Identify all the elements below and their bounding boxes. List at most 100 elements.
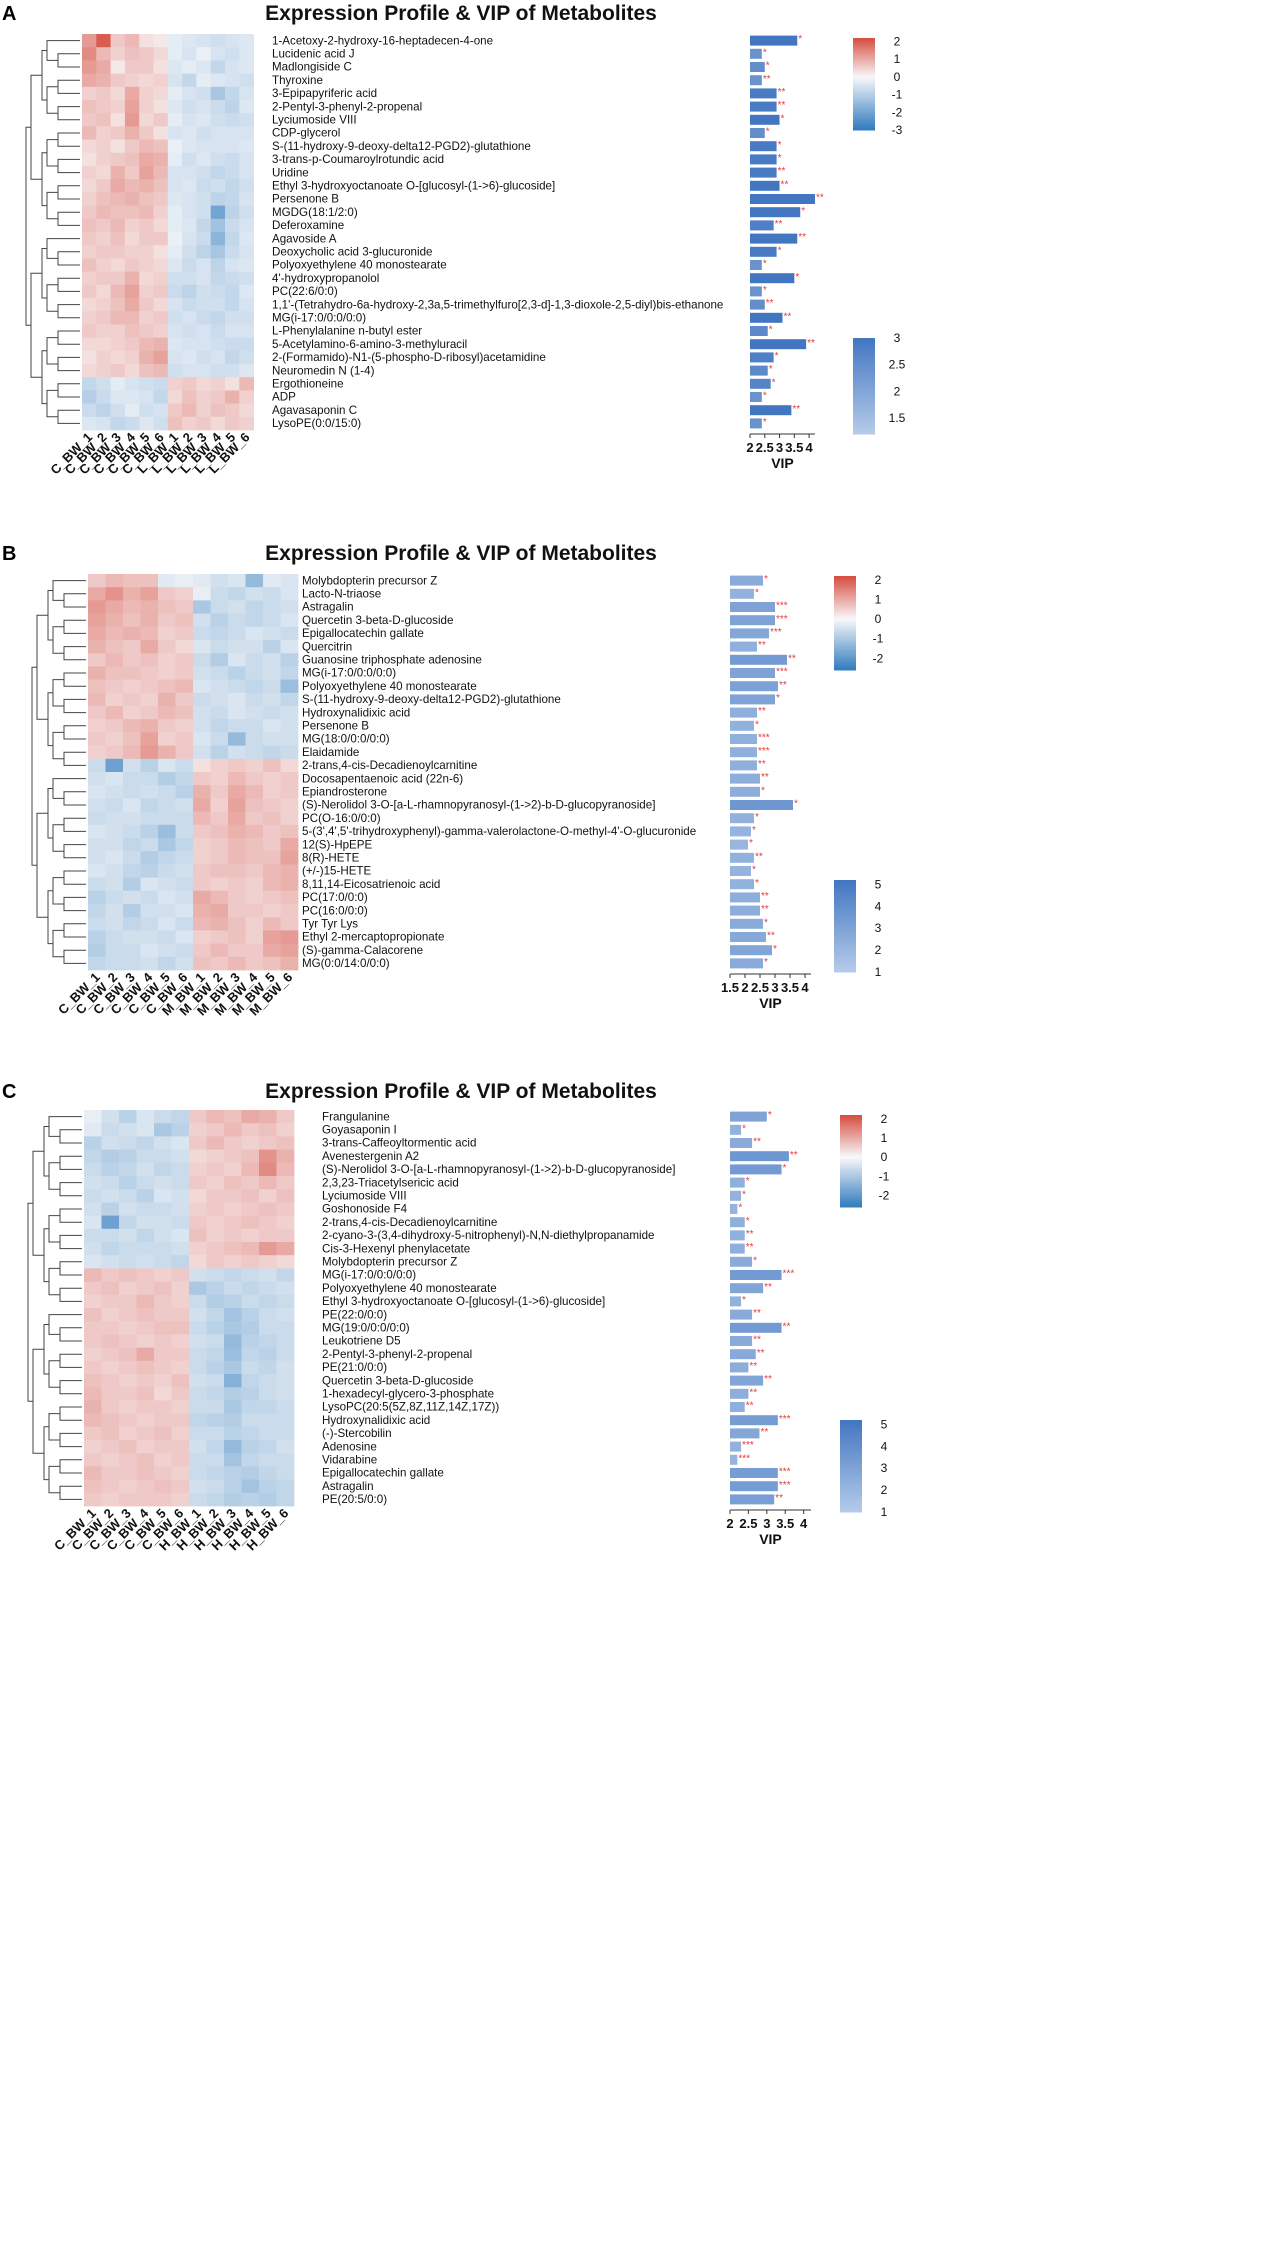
vip-tick-label: 2 xyxy=(741,980,748,995)
heat-colorbar: 210-1-2 xyxy=(834,573,884,671)
heatmap-cell xyxy=(280,640,299,654)
heatmap-cell xyxy=(136,1479,155,1494)
heatmap-cell xyxy=(167,86,183,101)
row-label: (-)-Stercobilin xyxy=(322,1427,392,1440)
heatmap-cell xyxy=(193,653,211,667)
heatmap-cell xyxy=(206,1268,225,1282)
panel-label: C xyxy=(2,1081,16,1103)
heatmap-cell xyxy=(110,377,126,391)
heatmap-cell xyxy=(171,1400,190,1414)
heat-colorbar-segment xyxy=(853,38,875,41)
vip-colorbar-label: 4 xyxy=(875,899,882,913)
heatmap-cell xyxy=(245,943,264,958)
heatmap-cell xyxy=(140,640,159,654)
heatmap-cell xyxy=(225,364,240,378)
heatmap-cell xyxy=(225,416,240,431)
heatmap-cell xyxy=(84,1374,102,1388)
heatmap-cell xyxy=(210,864,229,878)
heatmap-cell xyxy=(193,692,211,707)
heatmap-cell xyxy=(175,692,194,707)
vip-colorbar-segment xyxy=(840,1484,862,1488)
heatmap-cell xyxy=(239,34,254,48)
heatmap-cell xyxy=(245,798,264,812)
heatmap-cell xyxy=(189,1440,207,1454)
row-label: LysoPC(20:5(5Z,8Z,11Z,14Z,17Z)) xyxy=(322,1401,499,1414)
heatmap-cell xyxy=(158,917,176,931)
heatmap-cell xyxy=(154,1123,172,1137)
heatmap-cell xyxy=(224,1347,242,1362)
heatmap-cell xyxy=(239,298,254,312)
significance-marker: ** xyxy=(758,759,766,770)
vip-colorbar-segment xyxy=(834,889,856,892)
heatmap-cell xyxy=(153,364,169,378)
heatmap-cell xyxy=(241,1374,260,1388)
heat-colorbar-segment xyxy=(834,667,856,671)
heatmap-cell xyxy=(140,785,159,799)
heatmap-cell xyxy=(228,956,246,971)
heatmap-cell xyxy=(154,1308,172,1322)
heatmap-cell xyxy=(228,917,246,931)
heat-colorbar-segment xyxy=(853,109,875,113)
vip-colorbar-segment xyxy=(840,1426,862,1430)
heat-colorbar-segment xyxy=(834,613,856,617)
heatmap-cell xyxy=(276,1374,295,1388)
heatmap-cell xyxy=(167,416,183,431)
heatmap-cell xyxy=(245,851,264,865)
heatmap-cell xyxy=(140,679,159,694)
heatmap-cell xyxy=(110,166,126,180)
heatmap-cell xyxy=(210,403,226,418)
heatmap-cell xyxy=(224,1360,242,1375)
row-label: Astragalin xyxy=(322,1480,374,1493)
heatmap-cell xyxy=(101,1387,120,1401)
vip-bar xyxy=(730,1322,782,1333)
vip-bar xyxy=(750,62,765,72)
heatmap-cell xyxy=(171,1308,190,1322)
heatmap-cell xyxy=(154,1466,172,1480)
heatmap-cell xyxy=(263,745,281,760)
heatmap-cell xyxy=(225,86,240,101)
heat-colorbar-segment xyxy=(834,615,856,619)
significance-marker: * xyxy=(776,693,780,704)
heatmap-cell xyxy=(84,1162,102,1177)
heatmap-cell xyxy=(245,811,264,826)
vip-colorbar-segment xyxy=(834,912,856,915)
heatmap-cell xyxy=(82,337,97,352)
vip-bar xyxy=(730,1309,753,1320)
heatmap-cell xyxy=(196,205,212,220)
heatmap-cell xyxy=(158,626,176,641)
heat-colorbar-segment xyxy=(834,597,856,600)
heatmap-cell xyxy=(210,139,226,154)
heatmap-cell xyxy=(82,179,97,193)
row-label: 5-(3',4',5'-trihydroxyphenyl)-gamma-vale… xyxy=(302,825,696,838)
heatmap-cell xyxy=(241,1334,260,1348)
heatmap-cell xyxy=(88,851,106,865)
row-dendrogram xyxy=(27,1116,82,1500)
significance-marker: * xyxy=(764,917,768,928)
heatmap-cell xyxy=(189,1215,207,1230)
heat-colorbar-segment xyxy=(834,644,856,647)
vip-colorbar-segment xyxy=(840,1509,862,1513)
heatmap-cell xyxy=(139,218,154,233)
vip-colorbar-segment xyxy=(834,886,856,890)
heatmap-cell xyxy=(105,798,124,812)
heatmap-cell xyxy=(136,1189,155,1203)
heat-colorbar-segment xyxy=(840,1121,862,1125)
heatmap-cell xyxy=(101,1242,120,1256)
heat-colorbar-segment xyxy=(840,1163,862,1167)
heatmap-cell xyxy=(196,139,212,154)
heat-colorbar-segment xyxy=(853,70,875,73)
heatmap-cell xyxy=(228,943,246,958)
heatmap-cell xyxy=(139,284,154,299)
heatmap-cell xyxy=(88,626,106,641)
heatmap-cell xyxy=(110,139,126,154)
heatmap-cell xyxy=(167,192,183,206)
vip-colorbar-segment xyxy=(840,1456,862,1460)
heatmap-cell xyxy=(225,179,240,193)
heatmap-cell xyxy=(263,890,281,905)
significance-marker: *** xyxy=(738,1453,750,1464)
heatmap-cell xyxy=(276,1123,295,1137)
row-label: Epiandrosterone xyxy=(302,786,387,799)
row-label: Epigallocatechin gallate xyxy=(322,1467,444,1480)
heatmap-cell xyxy=(140,930,159,944)
heatmap-cell xyxy=(225,350,240,365)
